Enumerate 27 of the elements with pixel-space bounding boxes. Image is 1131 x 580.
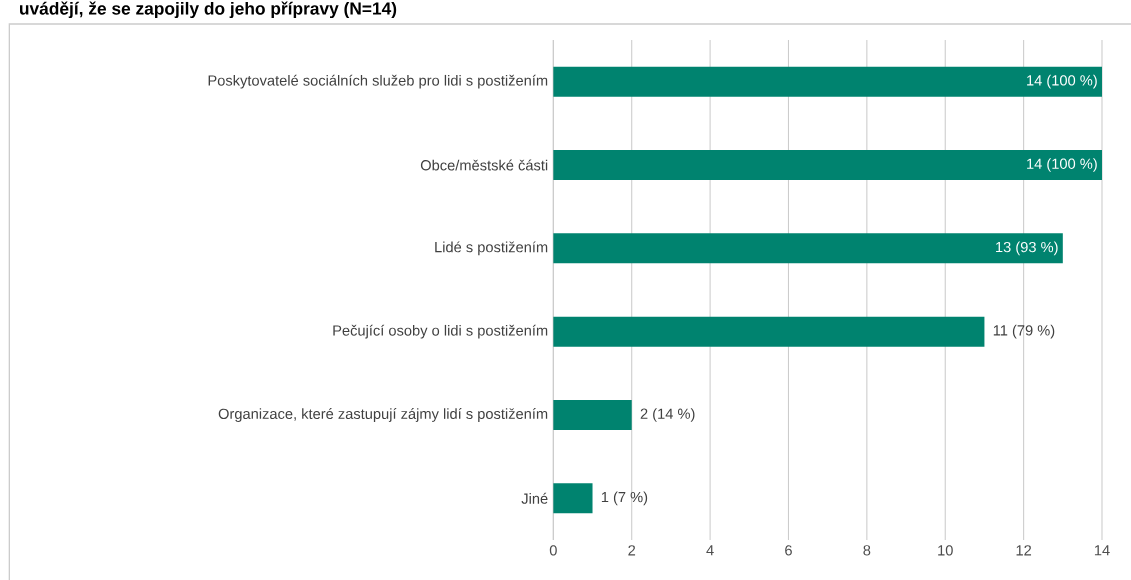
bar <box>553 233 1063 264</box>
x-tick-label: 6 <box>785 545 792 556</box>
x-tick-label: 4 <box>706 545 714 556</box>
x-tick-label: 0 <box>549 545 557 556</box>
y-tick-label: Organizace, které zastupují zájmy lidí s postižením <box>218 408 548 422</box>
bar <box>553 66 1102 97</box>
data-label: 13 (93 %) <box>996 241 1058 256</box>
data-label: 2 (14 %) <box>640 408 695 422</box>
text: uvádějí, že se zapojily do jeho přípravy (N=14) <box>20 1 397 19</box>
data-label: 1 (7 %) <box>601 491 648 506</box>
y-tick-label: Poskytovatelé sociálních služeb pro lidi s postižením <box>208 74 548 89</box>
data-label: 14 (100 %) <box>1027 74 1097 89</box>
bar <box>553 149 1102 180</box>
bar <box>553 316 985 347</box>
y-tick-label: Jiné <box>521 492 548 504</box>
x-tick-label: 10 <box>938 545 953 556</box>
x-tick-label: 8 <box>863 545 871 556</box>
x-tick-label: 2 <box>628 545 636 556</box>
y-tick-label: Lidé s postižením <box>435 241 548 256</box>
data-label: 11 (79 %) <box>993 324 1055 339</box>
data-label: 14 (100 %) <box>1027 158 1097 172</box>
y-tick-label: Obce/městské části <box>420 159 548 171</box>
x-tick-label: 12 <box>1016 545 1032 556</box>
bar <box>553 483 593 514</box>
y-tick-label: Pečující osoby o lidi s postižením <box>333 324 548 339</box>
x-tick-label: 14 <box>1094 545 1110 556</box>
bar <box>553 399 632 430</box>
